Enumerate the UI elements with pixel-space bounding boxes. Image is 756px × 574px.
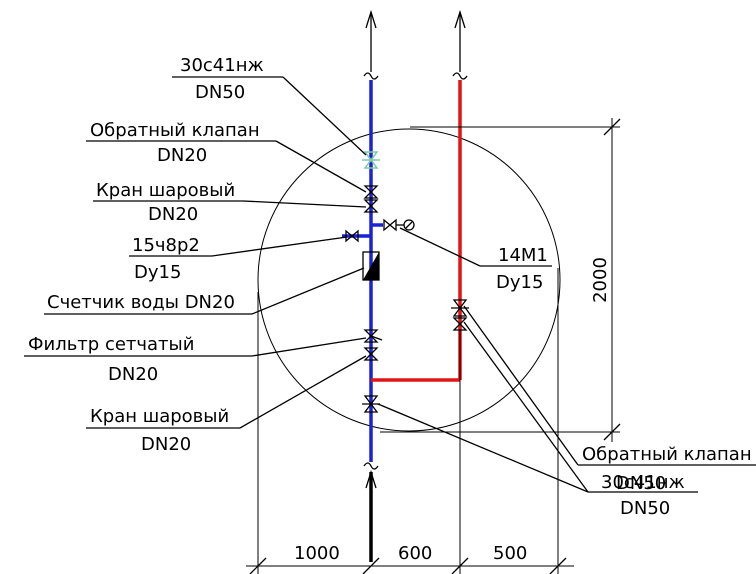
manometer-icon bbox=[396, 219, 415, 231]
valve-icon bbox=[383, 218, 397, 232]
svg-text:30с41нж: 30с41нж bbox=[601, 472, 685, 493]
water-meter-icon bbox=[362, 251, 380, 281]
label-tap-15ch8r2: 15ч8р2 Dy15 bbox=[129, 235, 348, 283]
label-check-valve-hot: Обратный клапан DN50 bbox=[463, 305, 756, 494]
svg-text:DN20: DN20 bbox=[148, 204, 198, 225]
svg-text:Обратный клапан: Обратный клапан bbox=[582, 444, 752, 465]
valve-icon bbox=[363, 185, 379, 199]
svg-text:DN50: DN50 bbox=[616, 473, 666, 494]
valve-icon bbox=[363, 347, 379, 361]
label-gate-valve-top: 30с41нж DN50 bbox=[172, 55, 367, 156]
inlet-pipe bbox=[363, 462, 379, 562]
svg-text:Фильтр сетчатый: Фильтр сетчатый bbox=[28, 334, 194, 355]
check-valve-icon bbox=[362, 151, 380, 169]
svg-text:500: 500 bbox=[493, 543, 527, 564]
svg-text:Dy15: Dy15 bbox=[496, 272, 543, 293]
break-mark-icon bbox=[452, 72, 468, 80]
svg-text:1000: 1000 bbox=[294, 543, 340, 564]
svg-text:15ч8р2: 15ч8р2 bbox=[132, 235, 200, 256]
svg-text:Кран шаровый: Кран шаровый bbox=[96, 180, 235, 201]
svg-text:DN50: DN50 bbox=[620, 498, 670, 519]
svg-text:DN20: DN20 bbox=[108, 364, 158, 385]
svg-text:Кран шаровый: Кран шаровый bbox=[90, 406, 229, 427]
svg-text:Обратный клапан: Обратный клапан bbox=[90, 120, 260, 141]
label-ball-valve-bottom: Кран шаровый DN20 bbox=[86, 355, 367, 455]
dimension-horizontal: 1000 600 500 bbox=[246, 268, 574, 574]
svg-text:DN50: DN50 bbox=[195, 82, 245, 103]
label-manometer-14m1: 14М1 Dy15 bbox=[399, 227, 552, 293]
valve-icon bbox=[362, 395, 380, 413]
break-mark-icon bbox=[363, 72, 379, 80]
svg-text:600: 600 bbox=[398, 543, 432, 564]
svg-text:DN20: DN20 bbox=[141, 434, 191, 455]
svg-text:30с41нж: 30с41нж bbox=[180, 55, 264, 76]
label-ball-valve-top: Кран шаровый DN20 bbox=[93, 180, 367, 225]
label-mesh-filter: Фильтр сетчатый DN20 bbox=[24, 334, 367, 385]
arrow-up-icon bbox=[365, 9, 377, 72]
valve-icon bbox=[363, 199, 379, 213]
arrow-up-icon bbox=[454, 9, 466, 72]
label-water-meter: Счетчик воды DN20 bbox=[44, 267, 365, 315]
svg-text:14М1: 14М1 bbox=[498, 245, 548, 266]
svg-text:Счетчик воды DN20: Счетчик воды DN20 bbox=[47, 292, 235, 313]
dimension-vertical: 2000 bbox=[380, 118, 621, 442]
svg-text:2000: 2000 bbox=[590, 257, 611, 303]
label-gate-valve-hot: 30с41нж DN50 bbox=[377, 321, 698, 519]
svg-text:Dy15: Dy15 bbox=[134, 262, 181, 283]
detail-circle bbox=[257, 128, 561, 432]
svg-text:DN20: DN20 bbox=[157, 145, 207, 166]
filter-icon bbox=[363, 329, 383, 343]
valve-icon bbox=[452, 317, 468, 331]
label-check-valve-top: Обратный клапан DN20 bbox=[86, 120, 367, 193]
break-mark-icon bbox=[363, 462, 379, 470]
